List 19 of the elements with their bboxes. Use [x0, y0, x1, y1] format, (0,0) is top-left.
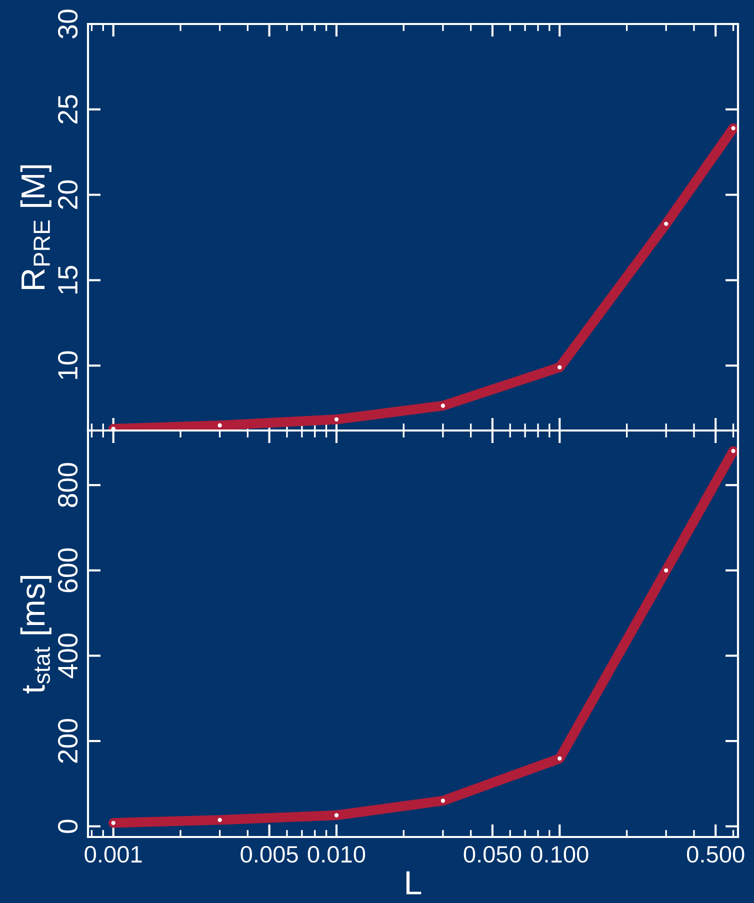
- y-tick-label: 15: [58, 266, 78, 294]
- y-tick-label: 800: [58, 463, 78, 508]
- x-tick-label: 0.010: [308, 846, 366, 863]
- y-axis-title: R$_{PRE}$ [M]: [20, 165, 52, 290]
- x-tick-label: 0.050: [464, 846, 522, 863]
- y-tick-label: 400: [58, 634, 78, 678]
- x-tick-label: 0.500: [686, 846, 744, 863]
- y-tick-label: 20: [58, 180, 78, 209]
- y-tick-label: 0: [58, 820, 78, 833]
- y-tick-label: 600: [58, 548, 78, 592]
- x-tick-label: 0.005: [240, 846, 298, 863]
- x-tick-label: 0.100: [531, 846, 588, 863]
- y-axis-title: t$_{stat}$ [ms]: [20, 576, 52, 694]
- y-tick-label: 25: [58, 95, 78, 124]
- y-tick-label: 200: [58, 718, 78, 763]
- y-tick-label: 30: [58, 10, 78, 38]
- x-tick-label: 0.001: [84, 846, 142, 863]
- y-tick-label: 10: [58, 351, 78, 379]
- x-axis-title: L: [406, 871, 422, 894]
